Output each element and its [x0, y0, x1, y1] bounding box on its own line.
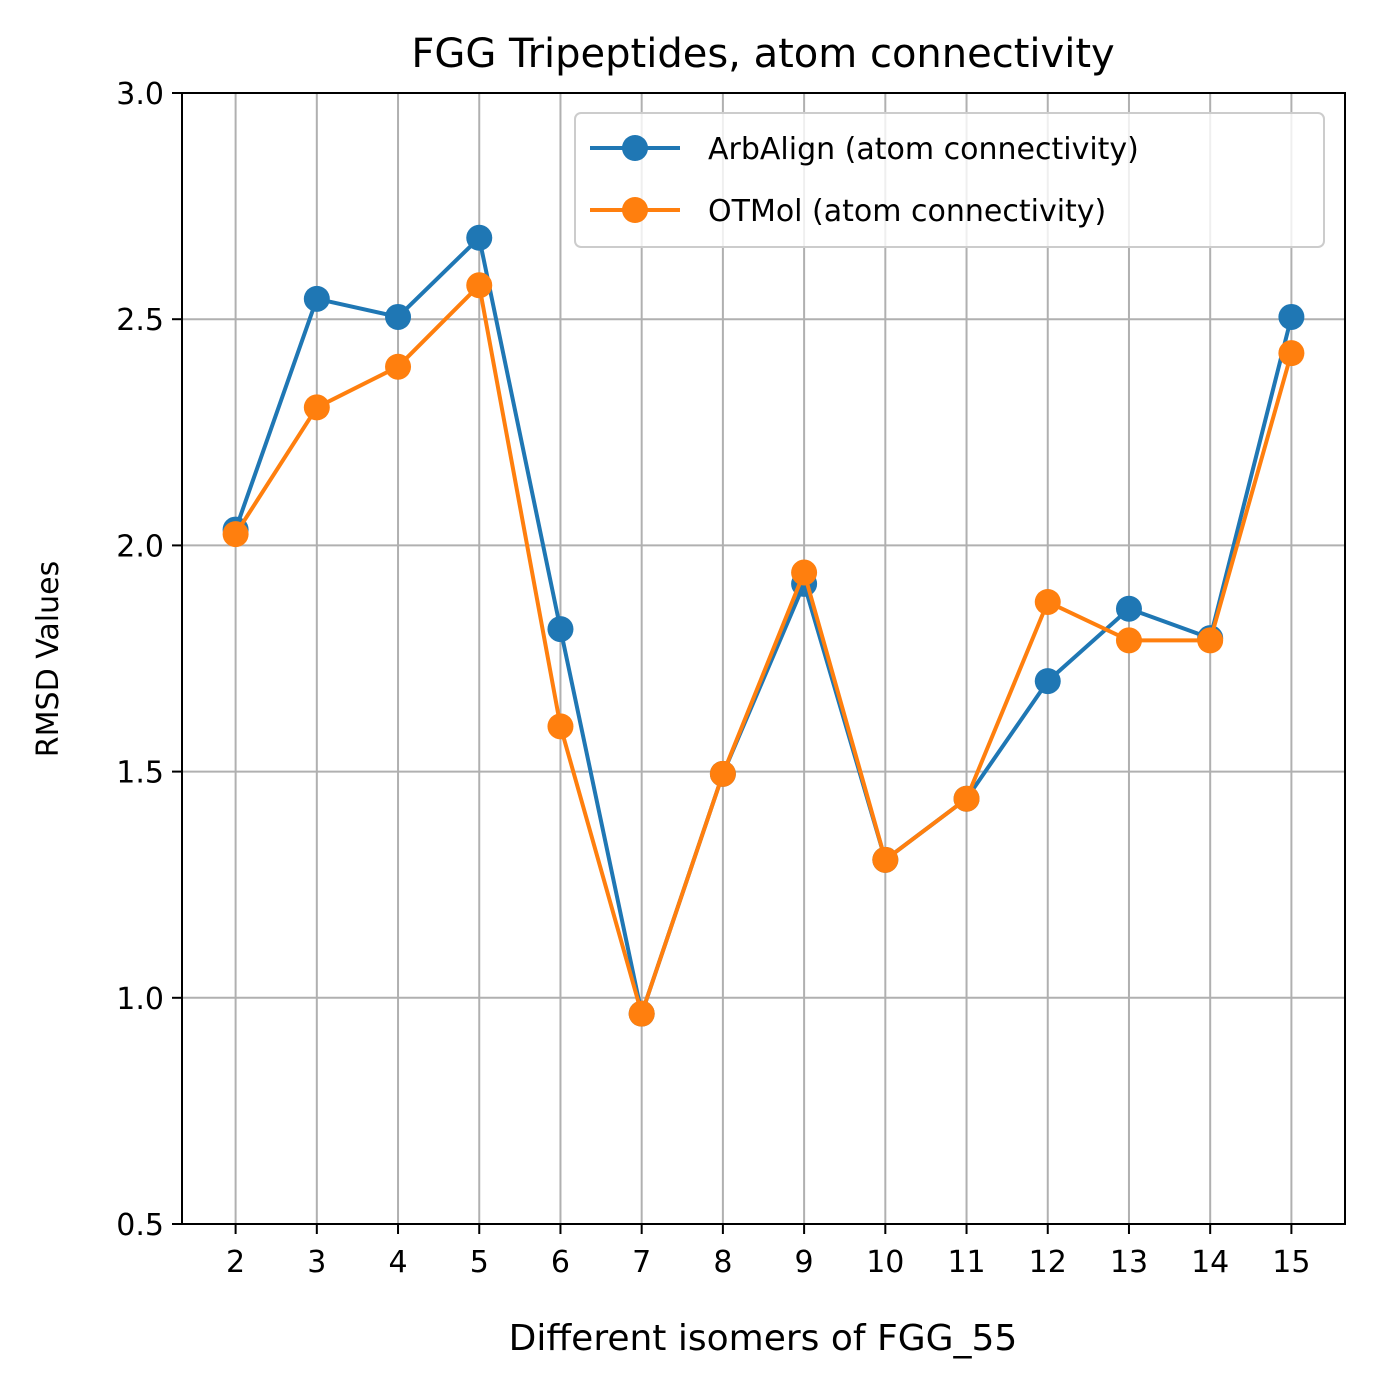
series-line: [233, 283, 1294, 1016]
grid: [182, 92, 1345, 1225]
y-tick-label: 3.0: [116, 77, 164, 112]
legend-label-arbalign: ArbAlign (atom connectivity): [708, 132, 1139, 167]
x-tick-label: 15: [1272, 1245, 1310, 1280]
data-point: [1278, 340, 1305, 367]
series-1: [222, 272, 1305, 1027]
data-point: [1034, 668, 1061, 695]
x-tick-label: 6: [551, 1245, 570, 1280]
y-tick-label: 2.0: [116, 529, 164, 564]
series-0: [222, 224, 1305, 1027]
y-tick-label: 1.0: [116, 982, 164, 1017]
legend-marker-arbalign: [622, 135, 648, 161]
x-tick-label: 13: [1110, 1245, 1148, 1280]
data-point: [953, 785, 980, 812]
x-tick-label: 14: [1191, 1245, 1229, 1280]
y-tick-label: 2.5: [116, 303, 164, 338]
data-point: [466, 224, 493, 251]
x-tick-label: 11: [947, 1245, 985, 1280]
x-tick-label: 3: [307, 1245, 326, 1280]
data-point: [872, 846, 899, 873]
data-point: [1115, 627, 1142, 654]
x-tick-label: 10: [866, 1245, 904, 1280]
data-point: [791, 559, 818, 586]
y-tick-label: 0.5: [116, 1208, 164, 1243]
data-point: [466, 272, 493, 299]
data-point: [709, 760, 736, 787]
x-axis: 2 3 4 5 6 7 8 9 10 11 12 13 14 15: [226, 1224, 1310, 1280]
data-point: [1115, 595, 1142, 622]
data-point: [547, 713, 574, 740]
data-point: [385, 353, 412, 380]
data-point: [303, 285, 330, 312]
plot-frame: [181, 92, 1346, 1225]
x-tick-label: 8: [713, 1245, 732, 1280]
data-point: [385, 303, 412, 330]
data-point: [547, 616, 574, 643]
x-axis-label: Different isomers of FGG_55: [509, 1318, 1018, 1359]
x-tick-label: 9: [795, 1245, 814, 1280]
data-point: [1278, 303, 1305, 330]
data-point: [303, 394, 330, 421]
series-layer: [222, 224, 1305, 1027]
y-tick-label: 1.5: [116, 756, 164, 791]
y-axis-label: RMSD Values: [31, 561, 66, 757]
legend-box: [574, 112, 1325, 248]
chart-title: FGG Tripeptides, atom connectivity: [411, 31, 1114, 77]
data-point: [1034, 588, 1061, 615]
x-tick-label: 2: [226, 1245, 245, 1280]
legend-label-otmol: OTMol (atom connectivity): [708, 194, 1106, 229]
x-tick-label: 4: [388, 1245, 407, 1280]
x-tick-label: 7: [632, 1245, 651, 1280]
data-point: [628, 1000, 655, 1027]
legend: ArbAlign (atom connectivity) OTMol (atom…: [574, 112, 1325, 248]
data-point: [1197, 627, 1224, 654]
data-point: [222, 521, 249, 548]
x-tick-label: 12: [1029, 1245, 1067, 1280]
series-line: [233, 235, 1294, 1016]
y-axis: 0.5 1.0 1.5 2.0 2.5 3.0: [116, 77, 182, 1243]
legend-marker-otmol: [622, 197, 648, 223]
x-tick-label: 5: [470, 1245, 489, 1280]
